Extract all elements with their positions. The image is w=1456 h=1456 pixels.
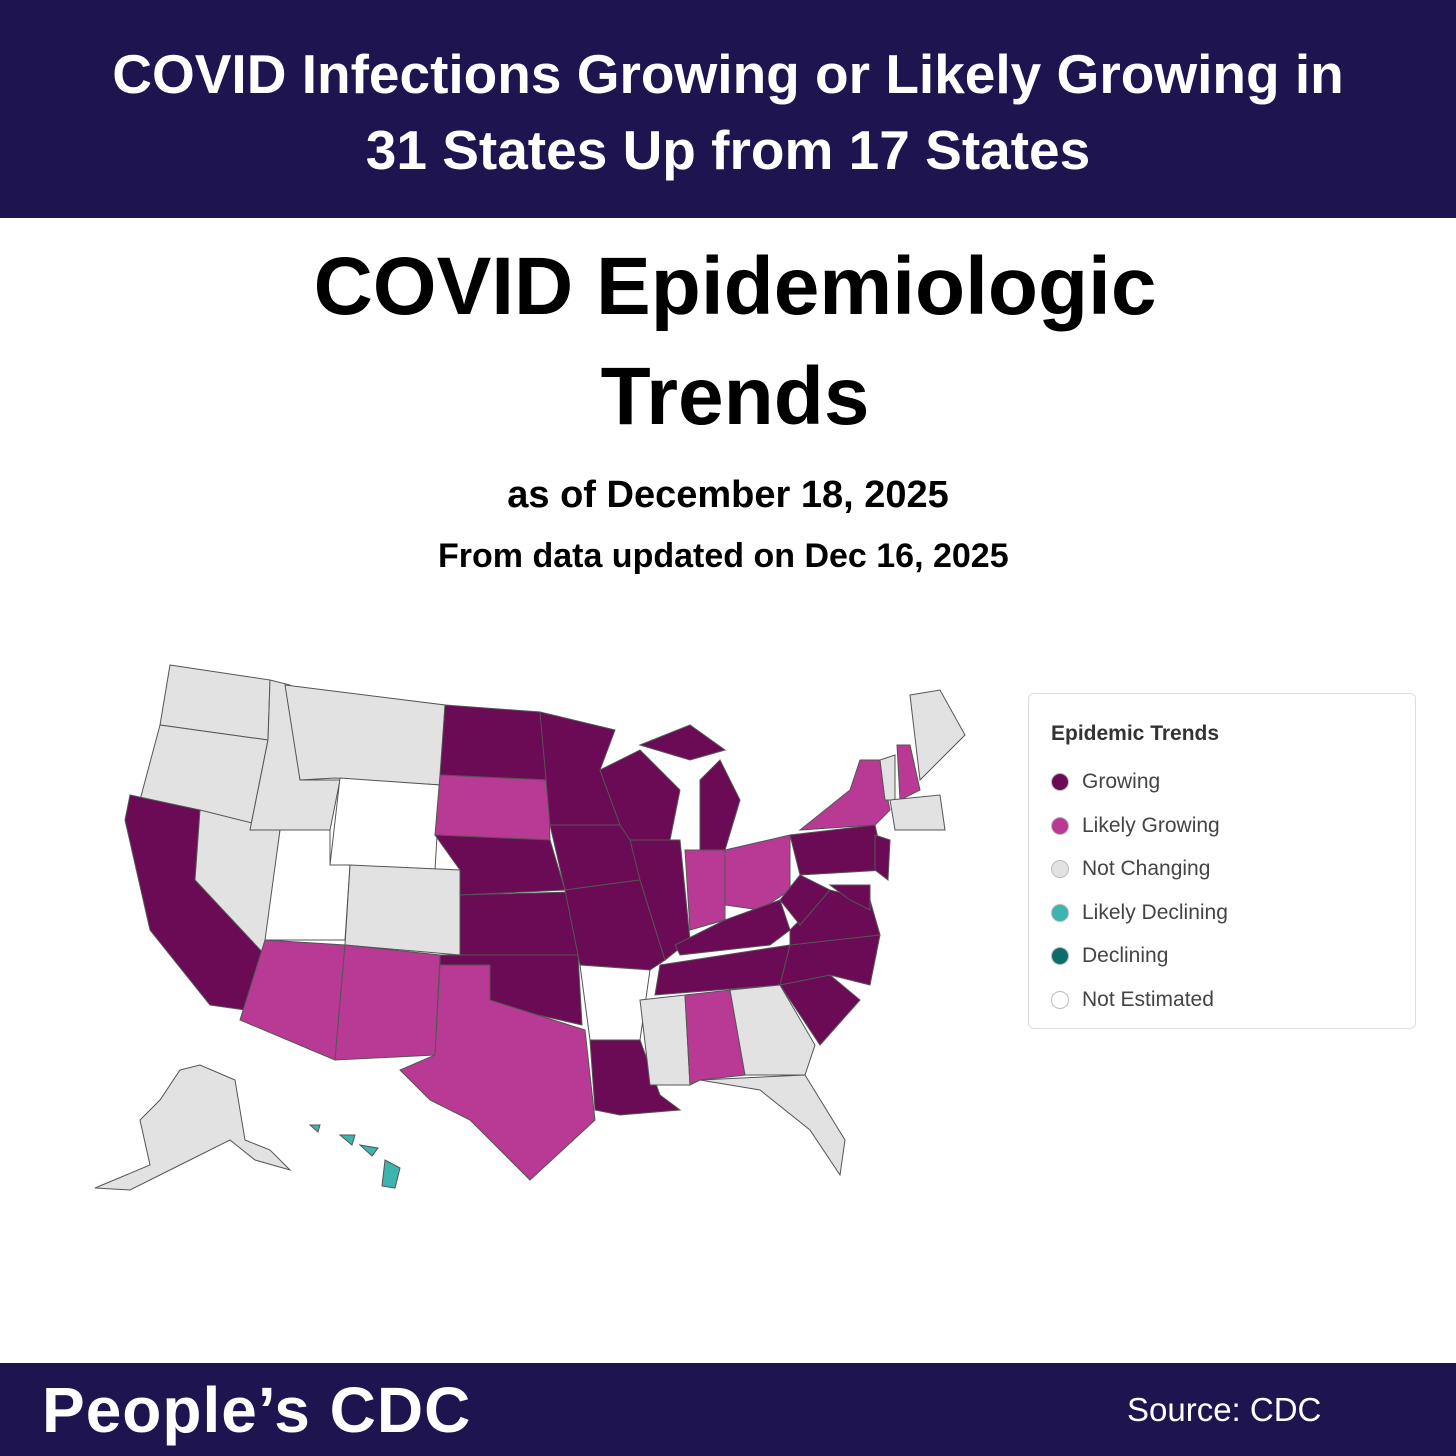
states bbox=[94, 664, 966, 1191]
legend-swatch bbox=[1051, 991, 1069, 1009]
state bbox=[638, 724, 727, 761]
state bbox=[381, 1159, 401, 1189]
legend: Epidemic Trends Growing Likely Growing Not… bbox=[1028, 693, 1416, 1029]
state bbox=[94, 1064, 292, 1191]
state bbox=[798, 759, 891, 831]
legend-item: Not Estimated bbox=[1051, 988, 1214, 1012]
state bbox=[724, 834, 791, 911]
header-title: COVID Infections Growing or Likely Growi… bbox=[112, 43, 1344, 105]
legend-title: Epidemic Trends bbox=[1051, 722, 1220, 745]
state bbox=[579, 964, 651, 1041]
brand: People’s CDC bbox=[42, 1374, 472, 1446]
us-map bbox=[94, 664, 966, 1191]
state bbox=[329, 777, 441, 871]
state bbox=[729, 984, 816, 1076]
legend-label: Not Estimated bbox=[1082, 988, 1214, 1011]
state bbox=[684, 849, 726, 931]
state bbox=[338, 1134, 356, 1146]
state bbox=[789, 824, 886, 876]
state bbox=[399, 964, 596, 1181]
header-title: 31 States Up from 17 States bbox=[365, 119, 1091, 181]
header-band: COVID Infections Growing or Likely Growi… bbox=[0, 0, 1456, 218]
legend-item: Declining bbox=[1051, 944, 1168, 968]
update-note: From data updated on Dec 16, 2025 bbox=[438, 537, 1009, 575]
map-title: Trends bbox=[600, 351, 870, 442]
legend-swatch bbox=[1051, 816, 1069, 835]
legend-item: Likely Growing bbox=[1051, 814, 1220, 838]
state bbox=[344, 864, 461, 956]
state bbox=[589, 1039, 682, 1116]
legend-label: Likely Declining bbox=[1082, 900, 1228, 924]
legend-label: Growing bbox=[1082, 770, 1161, 793]
state bbox=[779, 874, 831, 926]
state bbox=[699, 1074, 846, 1177]
state bbox=[889, 794, 946, 831]
state bbox=[358, 1144, 379, 1157]
legend-item: Not Changing bbox=[1051, 857, 1210, 881]
state bbox=[684, 989, 746, 1086]
state bbox=[334, 944, 441, 1061]
map-title: COVID Epidemiologic bbox=[313, 241, 1157, 332]
map-subtitle: as of December 18, 2025 bbox=[507, 474, 949, 516]
legend-label: Likely Growing bbox=[1082, 813, 1220, 837]
legend-item: Growing bbox=[1051, 770, 1160, 794]
state bbox=[433, 834, 566, 896]
state bbox=[828, 884, 871, 911]
legend-swatch bbox=[1051, 947, 1069, 966]
state bbox=[909, 689, 966, 782]
state bbox=[896, 744, 921, 801]
legend-item: Likely Declining bbox=[1051, 901, 1228, 925]
state bbox=[779, 934, 881, 986]
legend-swatch bbox=[1051, 903, 1069, 922]
state bbox=[459, 891, 579, 956]
legend-swatch bbox=[1051, 860, 1069, 879]
state bbox=[434, 774, 551, 841]
legend-label: Declining bbox=[1082, 944, 1169, 968]
footer-band: People’s CDC Source: CDC bbox=[0, 1363, 1456, 1456]
state bbox=[308, 1124, 321, 1133]
state bbox=[439, 704, 549, 781]
state bbox=[284, 684, 446, 786]
legend-label: Not Changing bbox=[1082, 857, 1211, 881]
legend-swatch bbox=[1051, 773, 1069, 791]
state bbox=[699, 759, 741, 851]
state bbox=[874, 834, 891, 881]
source: Source: CDC bbox=[1127, 1391, 1322, 1428]
state bbox=[564, 879, 666, 971]
